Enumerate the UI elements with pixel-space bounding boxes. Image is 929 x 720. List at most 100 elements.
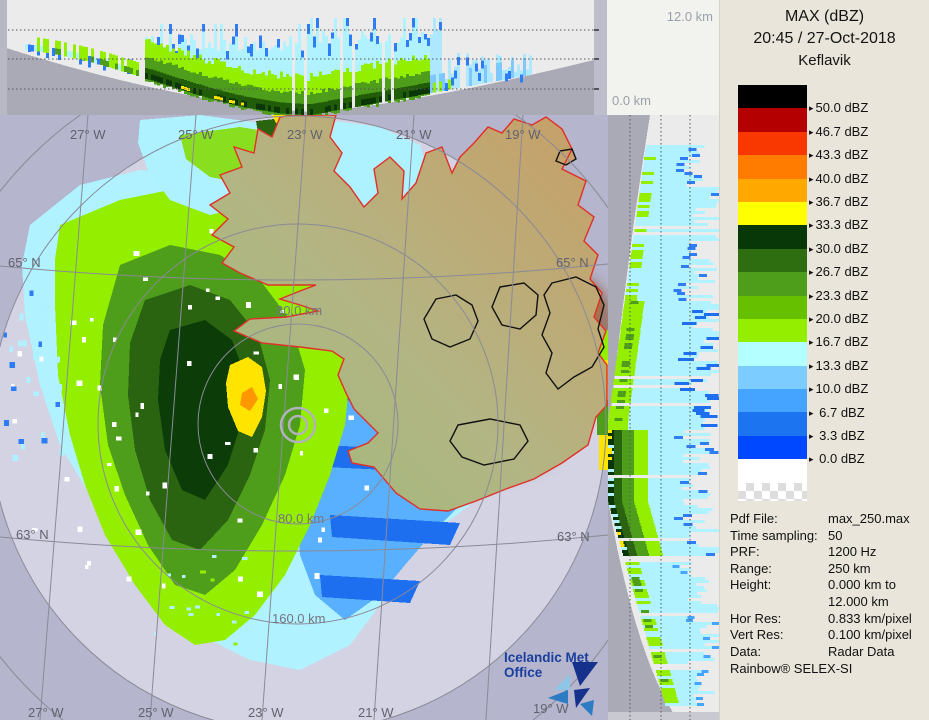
info-value: 0.000 km to [828, 577, 896, 593]
info-label: PRF: [730, 544, 760, 560]
dbz-swatch [738, 178, 807, 202]
dbz-scale-label: ▸ 46.7 dBZ [809, 124, 868, 139]
longitude-label-bottom: 19° W [533, 701, 569, 716]
dbz-value-text: 50.0 dBZ [815, 100, 869, 116]
right-panel-echo-bars [608, 145, 719, 706]
dbz-swatch [738, 342, 807, 366]
info-value: 0.100 km/pixel [828, 627, 912, 643]
info-row: Pdf File: max_250.max [730, 511, 926, 526]
top-panel-left-edge [0, 0, 7, 115]
dbz-swatch [738, 248, 807, 273]
scale-arrow-icon: ▸ [809, 384, 814, 395]
scale-arrow-icon: ▸ [809, 243, 814, 254]
top-panel-height-gridlines [0, 29, 594, 90]
scale-arrow-icon: ▸ [809, 431, 814, 441]
info-label: Hor Res: [730, 610, 782, 626]
info-value: 1200 Hz [828, 544, 877, 560]
dbz-swatch [738, 412, 807, 436]
dbz-value-text: 0.0 dBZ [815, 451, 865, 467]
dbz-value-text: 36.7 dBZ [815, 194, 869, 209]
dbz-scale-label: ▸ 36.7 dBZ [809, 194, 868, 209]
dbz-scale-label: ▸ 20.0 dBZ [809, 311, 868, 326]
range-ring-label: 160.0 km [272, 611, 326, 626]
info-label: Range: [730, 560, 772, 576]
dbz-scale-label: ▸ 40.0 dBZ [809, 171, 868, 186]
height-max-label: 12.0 km [666, 9, 713, 24]
longitude-label-top: 23° W [287, 127, 323, 142]
info-row: Range: 250 km [730, 561, 926, 576]
dbz-swatch [738, 435, 807, 460]
right-panel-horizon-wedge-south [608, 500, 678, 720]
dbz-value-text: 23.3 dBZ [815, 287, 869, 303]
dbz-scale-label: ▸ 23.3 dBZ [809, 288, 868, 303]
dbz-scale-label: ▸ 16.7 dBZ [809, 334, 868, 349]
latitude-label-left: 63° N [16, 527, 49, 542]
sidebar: MAX (dBZ) 20:45 / 27-Oct-2018 Keflavik ▸… [719, 0, 929, 720]
range-ring-label: 80.0 km [276, 303, 323, 318]
height-tick [594, 88, 599, 90]
scale-arrow-icon: ▸ [809, 290, 814, 301]
radar-site-name: Keflavik [798, 52, 851, 69]
longitude-label-bottom: 21° W [358, 705, 394, 720]
scale-arrow-icon: ▸ [809, 220, 814, 231]
dbz-value-text: 26.7 dBZ [815, 264, 869, 280]
below-scale-swatch [738, 459, 807, 483]
dbz-scale-label: ▸ 50.0 dBZ [809, 100, 868, 115]
scale-arrow-icon: ▸ [809, 197, 814, 207]
software-brand: Rainbow® SELEX-SI [730, 661, 853, 676]
radar-map-canvas [0, 115, 608, 720]
scale-arrow-icon: ▸ [809, 360, 814, 371]
met-office-logo-text: Icelandic Met Office [504, 650, 589, 680]
height-axis-corner: 12.0 km 0.0 km [607, 0, 719, 115]
latitude-label-left: 65° N [8, 255, 41, 270]
longitude-label-bottom: 25° W [138, 705, 174, 720]
logo-line2: Office [504, 665, 543, 680]
dbz-scale-label: ▸ 30.0 dBZ [809, 241, 868, 256]
dbz-value-text: 13.3 dBZ [815, 357, 869, 373]
dbz-scale-label: ▸ 10.0 dBZ [809, 381, 868, 396]
dbz-swatch [738, 225, 807, 249]
range-ring-label: 80.0 km [278, 511, 325, 526]
logo-line1: Icelandic Met [504, 650, 589, 665]
scale-arrow-icon: ▸ [809, 407, 814, 418]
longitude-label-bottom: 27° W [28, 705, 64, 720]
dbz-value-text: 3.3 dBZ [815, 428, 865, 443]
scale-arrow-icon: ▸ [809, 173, 814, 184]
height-tick [594, 29, 599, 31]
longitude-label-top: 27° W [70, 127, 106, 142]
dbz-swatch [738, 295, 807, 319]
latitude-label-right: 63° N [557, 529, 590, 544]
info-value: 12.000 km [828, 594, 889, 609]
dbz-value-text: 30.0 dBZ [815, 240, 869, 256]
info-row: Time sampling: 50 [730, 528, 926, 543]
info-row: Hor Res: 0.833 km/pixel [730, 611, 926, 626]
dbz-color-scale [738, 85, 807, 501]
info-value: max_250.max [828, 511, 910, 526]
right-panel-height-gridlines [629, 115, 691, 720]
info-row: Height: 0.000 km to [730, 577, 926, 592]
dbz-value-text: 16.7 dBZ [815, 334, 869, 350]
dbz-scale-label: ▸ 3.3 dBZ [809, 428, 865, 443]
scale-arrow-icon: ▸ [809, 126, 814, 137]
longitude-label-top: 25° W [178, 127, 214, 142]
dbz-swatch [738, 272, 807, 296]
dbz-swatch [738, 131, 807, 156]
top-panel-below-horizon-wedge [0, 46, 594, 115]
info-label: Height: [730, 577, 772, 593]
right-panel-horizon-wedge-north [608, 115, 650, 420]
dbz-value-text: 33.3 dBZ [815, 217, 869, 233]
dbz-swatch [738, 155, 807, 179]
info-value: Radar Data [828, 643, 895, 659]
dbz-scale-label: ▸ 0.0 dBZ [809, 451, 865, 466]
longitude-label-bottom: 23° W [248, 705, 284, 720]
dbz-value-text: 43.3 dBZ [815, 147, 869, 163]
product-title: MAX (dBZ) [784, 8, 865, 25]
graticule-and-range-rings [0, 115, 608, 720]
scale-arrow-icon: ▸ [809, 454, 814, 465]
info-label: Vert Res: [730, 627, 784, 643]
scale-arrow-icon: ▸ [809, 103, 814, 114]
radar-site-marker [279, 406, 317, 444]
glacier-outlines [423, 148, 605, 466]
met-office-logo-icon [548, 662, 598, 716]
